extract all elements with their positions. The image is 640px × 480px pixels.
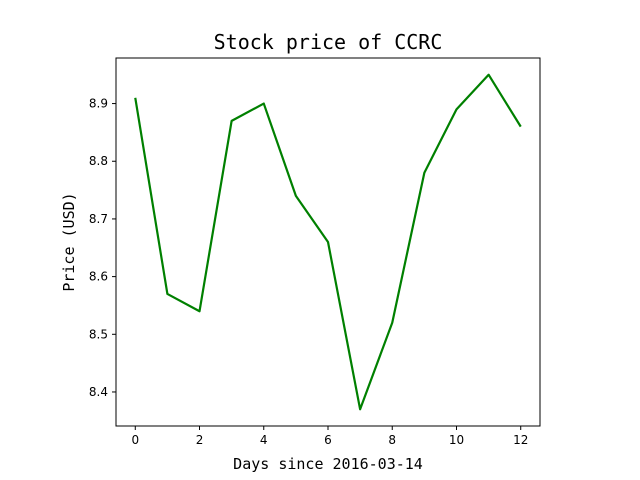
y-tick-label: 8.9	[89, 97, 108, 111]
y-axis-label: Price (USD)	[60, 192, 78, 291]
plot-area	[134, 73, 522, 411]
y-axis-ticks: 8.4 8.5 8.6 8.7 8.8 8.9	[89, 97, 116, 399]
x-tick-label: 0	[131, 433, 139, 447]
y-tick-label: 8.7	[89, 212, 108, 226]
y-tick-label: 8.4	[89, 385, 108, 399]
x-tick-label: 4	[260, 433, 268, 447]
x-tick-label: 2	[196, 433, 204, 447]
x-tick-label: 8	[388, 433, 396, 447]
y-tick-label: 8.6	[89, 270, 108, 284]
chart-title: Stock price of CCRC	[214, 30, 443, 54]
x-tick-label: 12	[513, 433, 528, 447]
y-tick-label: 8.8	[89, 154, 108, 168]
x-axis-label: Days since 2016-03-14	[233, 455, 423, 473]
x-tick-label: 6	[324, 433, 332, 447]
x-tick-label: 10	[449, 433, 464, 447]
x-axis-ticks: 0 2 4 6 8 10 12	[131, 426, 528, 447]
y-tick-label: 8.5	[89, 327, 108, 341]
